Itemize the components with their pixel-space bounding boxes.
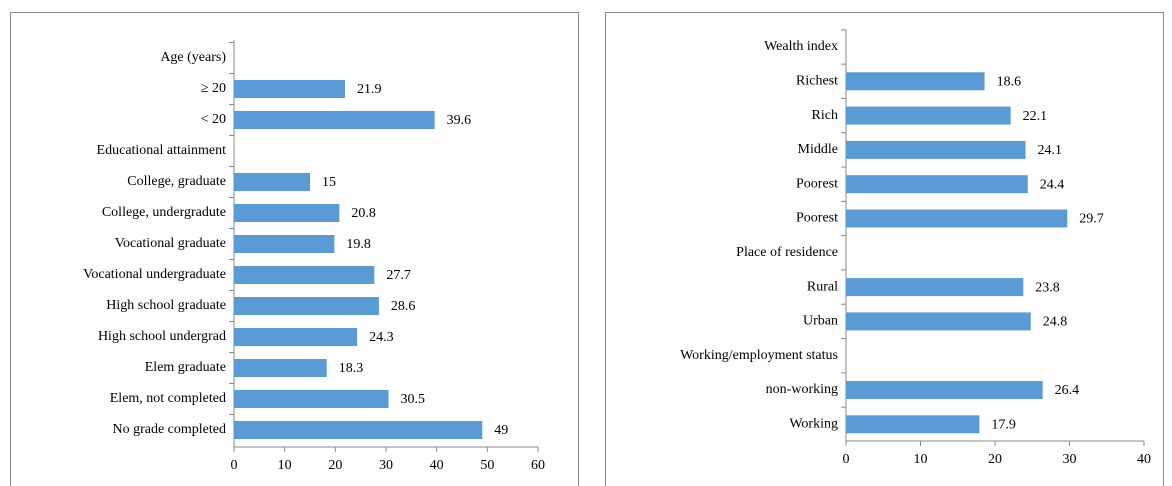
category-label: College, graduate bbox=[127, 174, 226, 189]
bar bbox=[846, 72, 985, 91]
value-label: 24.1 bbox=[1038, 143, 1063, 158]
x-tick-label: 30 bbox=[379, 458, 393, 473]
category-label: College, undergradute bbox=[102, 205, 226, 220]
category-label: < 20 bbox=[201, 112, 226, 127]
bar bbox=[846, 209, 1068, 228]
category-label: Middle bbox=[798, 142, 838, 157]
category-label: Place of residence bbox=[736, 245, 838, 260]
bar bbox=[234, 204, 340, 222]
value-label: 15 bbox=[322, 175, 336, 190]
bar bbox=[846, 106, 1011, 125]
category-label: High school undergrad bbox=[98, 329, 226, 344]
category-label: non-working bbox=[766, 382, 838, 397]
bar bbox=[846, 140, 1026, 159]
value-label: 24.3 bbox=[369, 330, 394, 345]
x-tick-label: 0 bbox=[843, 452, 850, 467]
bar bbox=[846, 278, 1024, 297]
value-label: 29.7 bbox=[1079, 212, 1104, 227]
x-tick-label: 30 bbox=[1063, 452, 1077, 467]
value-label: 22.1 bbox=[1023, 109, 1048, 124]
x-tick-label: 10 bbox=[914, 452, 928, 467]
value-label: 26.4 bbox=[1055, 383, 1080, 398]
bar bbox=[234, 390, 389, 408]
bar bbox=[234, 328, 358, 346]
category-label: Educational attainment bbox=[97, 143, 227, 158]
bar bbox=[846, 175, 1028, 194]
x-tick-label: 10 bbox=[278, 458, 292, 473]
x-tick-label: 40 bbox=[430, 458, 444, 473]
bar bbox=[234, 421, 483, 439]
value-label: 23.8 bbox=[1035, 280, 1060, 295]
bar bbox=[846, 312, 1031, 331]
value-label: 17.9 bbox=[991, 418, 1016, 433]
bar bbox=[234, 266, 375, 284]
x-tick-label: 20 bbox=[328, 458, 342, 473]
category-label: Vocational undergraduate bbox=[83, 267, 226, 282]
category-label: Age (years) bbox=[160, 50, 226, 65]
value-label: 24.4 bbox=[1040, 177, 1065, 192]
category-label: High school graduate bbox=[106, 298, 226, 313]
x-tick-label: 0 bbox=[231, 458, 238, 473]
category-label: Wealth index bbox=[764, 39, 838, 54]
x-tick-label: 20 bbox=[988, 452, 1002, 467]
bar bbox=[234, 173, 310, 191]
bar bbox=[846, 381, 1043, 399]
value-label: 27.7 bbox=[386, 268, 411, 283]
category-label: Elem, not completed bbox=[110, 391, 226, 406]
category-label: Working/employment status bbox=[680, 348, 838, 363]
category-label: Richest bbox=[796, 74, 838, 89]
value-label: 18.3 bbox=[339, 361, 364, 376]
category-label: Vocational graduate bbox=[115, 236, 226, 251]
value-label: 39.6 bbox=[447, 113, 472, 128]
value-label: 24.8 bbox=[1043, 315, 1068, 330]
bar bbox=[234, 297, 379, 315]
category-label: Urban bbox=[803, 314, 838, 329]
category-label: ≥ 20 bbox=[201, 81, 226, 96]
bar bbox=[234, 80, 345, 98]
bar bbox=[234, 359, 327, 377]
x-tick-label: 60 bbox=[531, 458, 545, 473]
bar bbox=[234, 235, 335, 253]
value-label: 18.6 bbox=[997, 75, 1022, 90]
category-label: Poorest bbox=[796, 176, 838, 191]
value-label: 30.5 bbox=[401, 392, 426, 407]
value-label: 20.8 bbox=[351, 206, 376, 221]
category-label: No grade completed bbox=[112, 422, 226, 437]
bar bbox=[234, 111, 435, 129]
category-label: Poorest bbox=[796, 211, 838, 226]
value-label: 19.8 bbox=[346, 237, 371, 252]
category-label: Rich bbox=[812, 108, 838, 123]
x-tick-label: 50 bbox=[480, 458, 494, 473]
x-tick-label: 40 bbox=[1137, 452, 1151, 467]
panel-border bbox=[605, 12, 1164, 486]
panel-border bbox=[10, 12, 579, 486]
category-label: Rural bbox=[807, 279, 838, 294]
value-label: 21.9 bbox=[357, 82, 382, 97]
category-label: Working bbox=[789, 417, 838, 432]
bar bbox=[846, 415, 980, 434]
category-label: Elem graduate bbox=[145, 360, 226, 375]
value-label: 28.6 bbox=[391, 299, 416, 314]
value-label: 49 bbox=[494, 423, 508, 438]
